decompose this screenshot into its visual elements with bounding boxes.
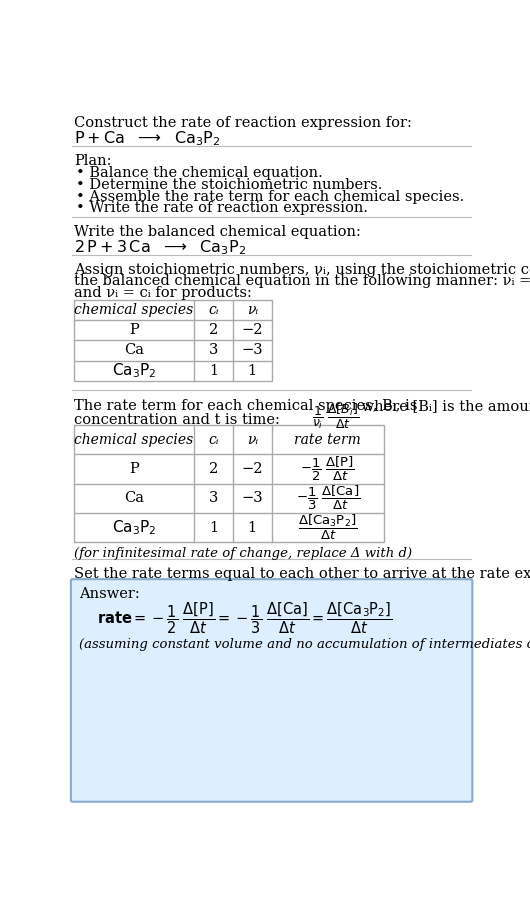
Text: $\mathrm{Ca_3P_2}$: $\mathrm{Ca_3P_2}$ xyxy=(112,361,156,380)
Text: where [Bᵢ] is the amount: where [Bᵢ] is the amount xyxy=(357,399,530,413)
Text: 1: 1 xyxy=(209,521,218,535)
Text: $\mathrm{Ca_3P_2}$: $\mathrm{Ca_3P_2}$ xyxy=(112,518,156,537)
Text: chemical species: chemical species xyxy=(74,433,193,447)
Text: (assuming constant volume and no accumulation of intermediates or side products): (assuming constant volume and no accumul… xyxy=(78,638,530,651)
Text: Answer:: Answer: xyxy=(78,587,139,601)
Text: $\mathbf{rate} = -\dfrac{1}{2}\ \dfrac{\Delta[\mathrm{P}]}{\Delta t}= -\dfrac{1}: $\mathbf{rate} = -\dfrac{1}{2}\ \dfrac{\… xyxy=(97,601,393,636)
Text: Set the rate terms equal to each other to arrive at the rate expression:: Set the rate terms equal to each other t… xyxy=(74,567,530,581)
Text: (for infinitesimal rate of change, replace Δ with d): (for infinitesimal rate of change, repla… xyxy=(74,547,412,560)
Text: $-\dfrac{1}{3}\ \dfrac{\Delta[\mathrm{Ca}]}{\Delta t}$: $-\dfrac{1}{3}\ \dfrac{\Delta[\mathrm{Ca… xyxy=(296,485,360,513)
Text: Assign stoichiometric numbers, νᵢ, using the stoichiometric coefficients, cᵢ, fr: Assign stoichiometric numbers, νᵢ, using… xyxy=(74,263,530,276)
Text: 1: 1 xyxy=(248,521,257,535)
Text: $\dfrac{1}{\nu_i}\ \dfrac{\Delta[B_i]}{\Delta t}$: $\dfrac{1}{\nu_i}\ \dfrac{\Delta[B_i]}{\… xyxy=(312,402,359,431)
Text: −2: −2 xyxy=(242,462,263,476)
Text: $\mathrm{2\,P + 3\,Ca\ \ \longrightarrow\ \ Ca_3P_2}$: $\mathrm{2\,P + 3\,Ca\ \ \longrightarrow… xyxy=(74,238,246,256)
Text: 1: 1 xyxy=(248,363,257,378)
Text: • Assemble the rate term for each chemical species.: • Assemble the rate term for each chemic… xyxy=(76,189,464,204)
Text: cᵢ: cᵢ xyxy=(208,433,219,447)
Text: cᵢ: cᵢ xyxy=(208,304,219,317)
Text: rate term: rate term xyxy=(295,433,361,447)
Text: 1: 1 xyxy=(209,363,218,378)
Text: • Write the rate of reaction expression.: • Write the rate of reaction expression. xyxy=(76,201,367,215)
Text: • Balance the chemical equation.: • Balance the chemical equation. xyxy=(76,167,322,180)
Text: $\mathrm{P + Ca\ \ \longrightarrow\ \ Ca_3P_2}$: $\mathrm{P + Ca\ \ \longrightarrow\ \ Ca… xyxy=(74,130,220,149)
Text: −3: −3 xyxy=(242,343,263,358)
Bar xyxy=(74,301,271,381)
Text: −2: −2 xyxy=(242,323,263,337)
Text: • Determine the stoichiometric numbers.: • Determine the stoichiometric numbers. xyxy=(76,178,382,192)
Text: $\dfrac{\Delta[\mathrm{Ca_3P_2}]}{\Delta t}$: $\dfrac{\Delta[\mathrm{Ca_3P_2}]}{\Delta… xyxy=(298,513,358,542)
Text: −3: −3 xyxy=(242,491,263,506)
Text: Construct the rate of reaction expression for:: Construct the rate of reaction expressio… xyxy=(74,116,412,130)
Text: 2: 2 xyxy=(209,462,218,476)
Text: chemical species: chemical species xyxy=(74,304,193,317)
Text: the balanced chemical equation in the following manner: νᵢ = −cᵢ for reactants: the balanced chemical equation in the fo… xyxy=(74,275,530,288)
Text: νᵢ: νᵢ xyxy=(246,304,258,317)
Bar xyxy=(74,425,384,542)
Text: concentration and t is time:: concentration and t is time: xyxy=(74,413,280,427)
Text: νᵢ: νᵢ xyxy=(246,433,258,447)
Text: The rate term for each chemical species, Bᵢ, is: The rate term for each chemical species,… xyxy=(74,399,422,413)
Text: Ca: Ca xyxy=(124,491,144,506)
Text: Write the balanced chemical equation:: Write the balanced chemical equation: xyxy=(74,225,361,239)
Text: P: P xyxy=(129,462,139,476)
FancyBboxPatch shape xyxy=(71,579,472,802)
Text: Plan:: Plan: xyxy=(74,154,111,169)
Text: 3: 3 xyxy=(209,491,218,506)
Text: 3: 3 xyxy=(209,343,218,358)
Text: 2: 2 xyxy=(209,323,218,337)
Text: $-\dfrac{1}{2}\ \dfrac{\Delta[\mathrm{P}]}{\Delta t}$: $-\dfrac{1}{2}\ \dfrac{\Delta[\mathrm{P}… xyxy=(301,455,355,483)
Text: P: P xyxy=(129,323,139,337)
Text: Ca: Ca xyxy=(124,343,144,358)
Text: and νᵢ = cᵢ for products:: and νᵢ = cᵢ for products: xyxy=(74,285,252,300)
